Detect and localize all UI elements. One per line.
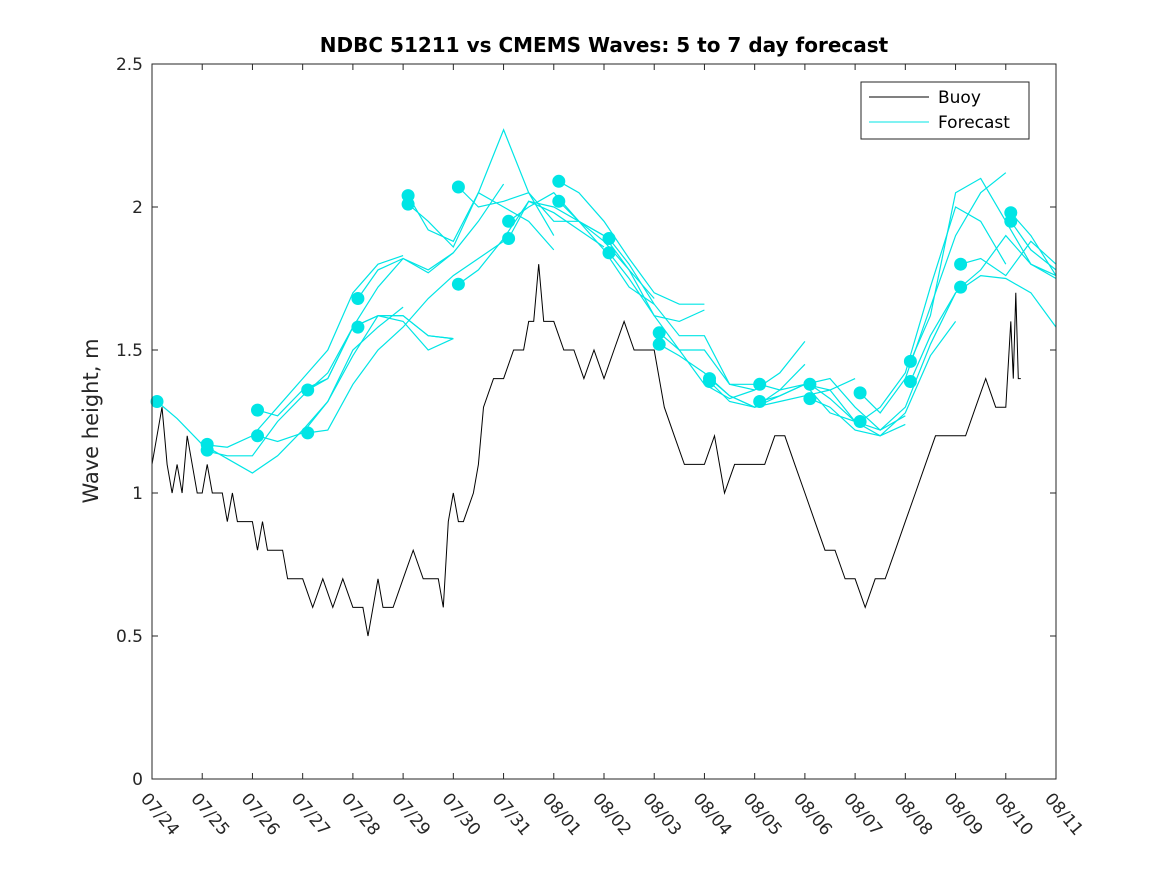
forecast-marker — [502, 232, 516, 245]
forecast-line — [307, 315, 454, 391]
forecast-marker — [803, 392, 817, 406]
forecast-line — [909, 274, 1057, 382]
forecast-line — [156, 255, 404, 448]
legend-box — [860, 81, 1030, 140]
forecast-marker — [150, 395, 164, 408]
forecast-marker — [803, 377, 817, 391]
forecast-marker — [552, 194, 566, 208]
forecast-line — [1010, 220, 1057, 271]
forecast-line — [1010, 212, 1057, 276]
forecast-marker — [301, 426, 315, 440]
forecast-marker — [552, 174, 566, 188]
y-tick-label: 0 — [132, 770, 143, 790]
forecast-marker — [251, 429, 264, 443]
plot-area — [152, 64, 1056, 779]
forecast-marker — [301, 383, 315, 397]
y-tick-label: 2.5 — [116, 55, 143, 75]
y-tick-label: 0.5 — [116, 627, 143, 647]
forecast-marker — [502, 214, 516, 228]
forecast-marker — [251, 403, 264, 417]
forecast-marker — [753, 395, 767, 408]
forecast-marker — [351, 292, 365, 305]
forecast-line — [809, 292, 957, 431]
y-tick-label: 1 — [132, 484, 143, 504]
forecast-marker — [853, 386, 867, 400]
forecast-marker — [753, 377, 767, 391]
forecast-marker — [853, 415, 867, 428]
forecast-marker — [451, 277, 465, 291]
forecast-marker — [652, 326, 666, 340]
forecast-line — [558, 200, 705, 323]
forecast-marker — [903, 375, 917, 388]
forecast-marker — [1004, 214, 1018, 228]
forecast-marker — [200, 443, 214, 457]
forecast-line — [859, 172, 1007, 414]
legend-buoy-label: Buoy — [938, 88, 981, 108]
y-tick-label: 2 — [132, 198, 143, 218]
forecast-marker — [602, 232, 616, 245]
legend: Buoy Forecast — [860, 81, 1030, 140]
forecast-line — [658, 332, 806, 391]
chart-title: NDBC 51211 vs CMEMS Waves: 5 to 7 day fo… — [320, 33, 889, 57]
forecast-line — [257, 315, 454, 443]
forecast-marker — [954, 257, 968, 271]
forecast-marker — [703, 375, 716, 388]
forecast-marker — [401, 197, 415, 211]
y-axis-label: Wave height, m — [79, 338, 103, 503]
forecast-line — [960, 234, 1057, 288]
forecast-line — [859, 206, 1007, 422]
forecast-marker — [451, 180, 465, 194]
data-layer — [150, 128, 1057, 637]
forecast-line — [558, 180, 705, 305]
forecast-marker — [652, 337, 666, 351]
forecast-marker — [351, 320, 365, 334]
y-axis: 0 0.5 1 1.5 2 2.5 — [116, 55, 1056, 790]
legend-forecast-label: Forecast — [938, 113, 1010, 133]
forecast-marker — [954, 280, 968, 294]
y-tick-label: 1.5 — [116, 341, 143, 361]
forecast-line — [809, 321, 957, 437]
buoy-line — [151, 264, 1021, 637]
forecast-marker — [903, 354, 917, 368]
forecast-line — [307, 240, 504, 434]
forecast-line — [357, 183, 505, 299]
forecast-marker — [602, 246, 616, 260]
